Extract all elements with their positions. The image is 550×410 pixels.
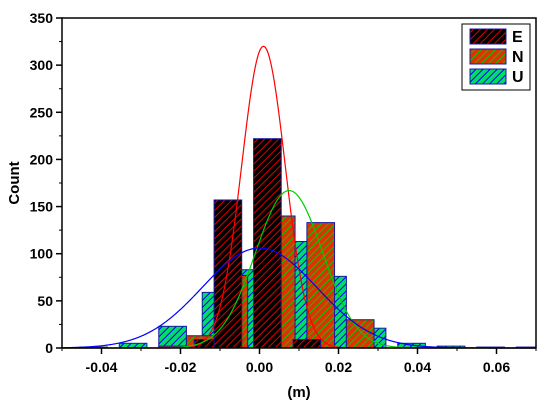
y-tick-label: 0: [45, 340, 53, 356]
bar-u-2: [158, 325, 187, 349]
bar-n-4: [306, 222, 336, 349]
y-tick-label: 300: [30, 57, 54, 73]
y-axis-label: Count: [6, 161, 23, 204]
x-tick-label: -0.04: [86, 359, 118, 375]
x-tick-label: 0.02: [325, 359, 352, 375]
legend-label-n: N: [512, 49, 524, 66]
bar-n-5: [345, 319, 375, 349]
bar-e-2: [253, 138, 282, 349]
x-tick-label: -0.02: [165, 359, 197, 375]
bar-e-1: [213, 199, 243, 349]
y-tick-label: 50: [37, 293, 53, 309]
x-tick-label: 0.04: [404, 359, 431, 375]
y-tick-label: 200: [30, 151, 54, 167]
x-axis-label: (m): [287, 384, 310, 401]
bar-e-3: [292, 339, 322, 349]
y-tick-label: 100: [30, 246, 54, 262]
legend: ENU: [461, 23, 531, 91]
ticks-layer: -0.04 -0.02 0.00 0.02 0.04 0.06 0 50 100 150 200 25…: [30, 10, 537, 375]
y-tick-label: 250: [30, 104, 54, 120]
legend-label-u: U: [512, 69, 524, 86]
y-tick-label: 150: [30, 199, 54, 215]
y-tick-label: 350: [30, 10, 54, 26]
legend-swatch-e: [469, 28, 507, 45]
x-tick-label: 0.00: [246, 359, 273, 375]
legend-label-e: E: [512, 29, 523, 46]
legend-swatch-u: [469, 68, 507, 85]
x-tick-label: 0.06: [483, 359, 510, 375]
legend-swatch-n: [469, 48, 507, 65]
bars-layer: [79, 138, 537, 349]
